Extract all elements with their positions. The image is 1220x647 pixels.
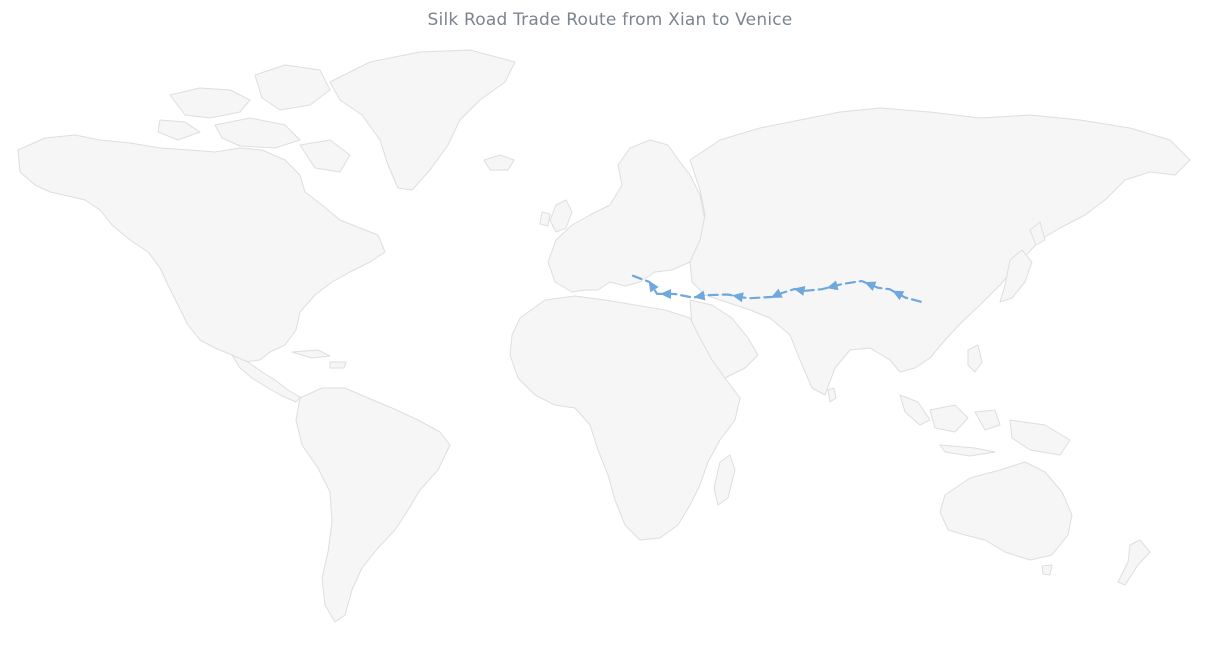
route-arrow-icon (770, 288, 783, 298)
land-arctic-islands (157, 64, 351, 173)
route-arrow-icon (793, 286, 806, 296)
route-line (629, 273, 922, 303)
land-africa (509, 295, 741, 541)
land-australia (939, 461, 1073, 561)
map-title: Silk Road Trade Route from Xian to Venic… (427, 10, 793, 30)
route-arrow-icon (693, 290, 706, 301)
land-sri-lanka (827, 387, 837, 403)
land-new-zealand (1117, 539, 1151, 586)
route-arrow-icon (826, 280, 839, 291)
route-arrow-icon (864, 281, 877, 291)
land-madagascar (713, 454, 736, 506)
route-arrow-icon (660, 288, 672, 299)
land-central-america (231, 354, 301, 403)
land-japan (999, 221, 1046, 303)
route-arrow-icon (892, 290, 905, 301)
silk-road-route (629, 273, 922, 303)
route-arrows (648, 280, 905, 303)
land-iceland (483, 154, 515, 171)
land-south-america (295, 387, 451, 623)
land-caribbean (291, 349, 347, 369)
land-tasmania (1041, 564, 1053, 576)
land-southeast-asia-islands (899, 344, 1071, 457)
land-europe (547, 139, 706, 293)
land-greenland (329, 49, 516, 191)
land-british-isles (539, 199, 573, 233)
route-arrow-icon (732, 292, 744, 303)
land-north-america (17, 134, 386, 363)
route-arrow-icon (648, 280, 659, 293)
land-asia (689, 107, 1191, 396)
